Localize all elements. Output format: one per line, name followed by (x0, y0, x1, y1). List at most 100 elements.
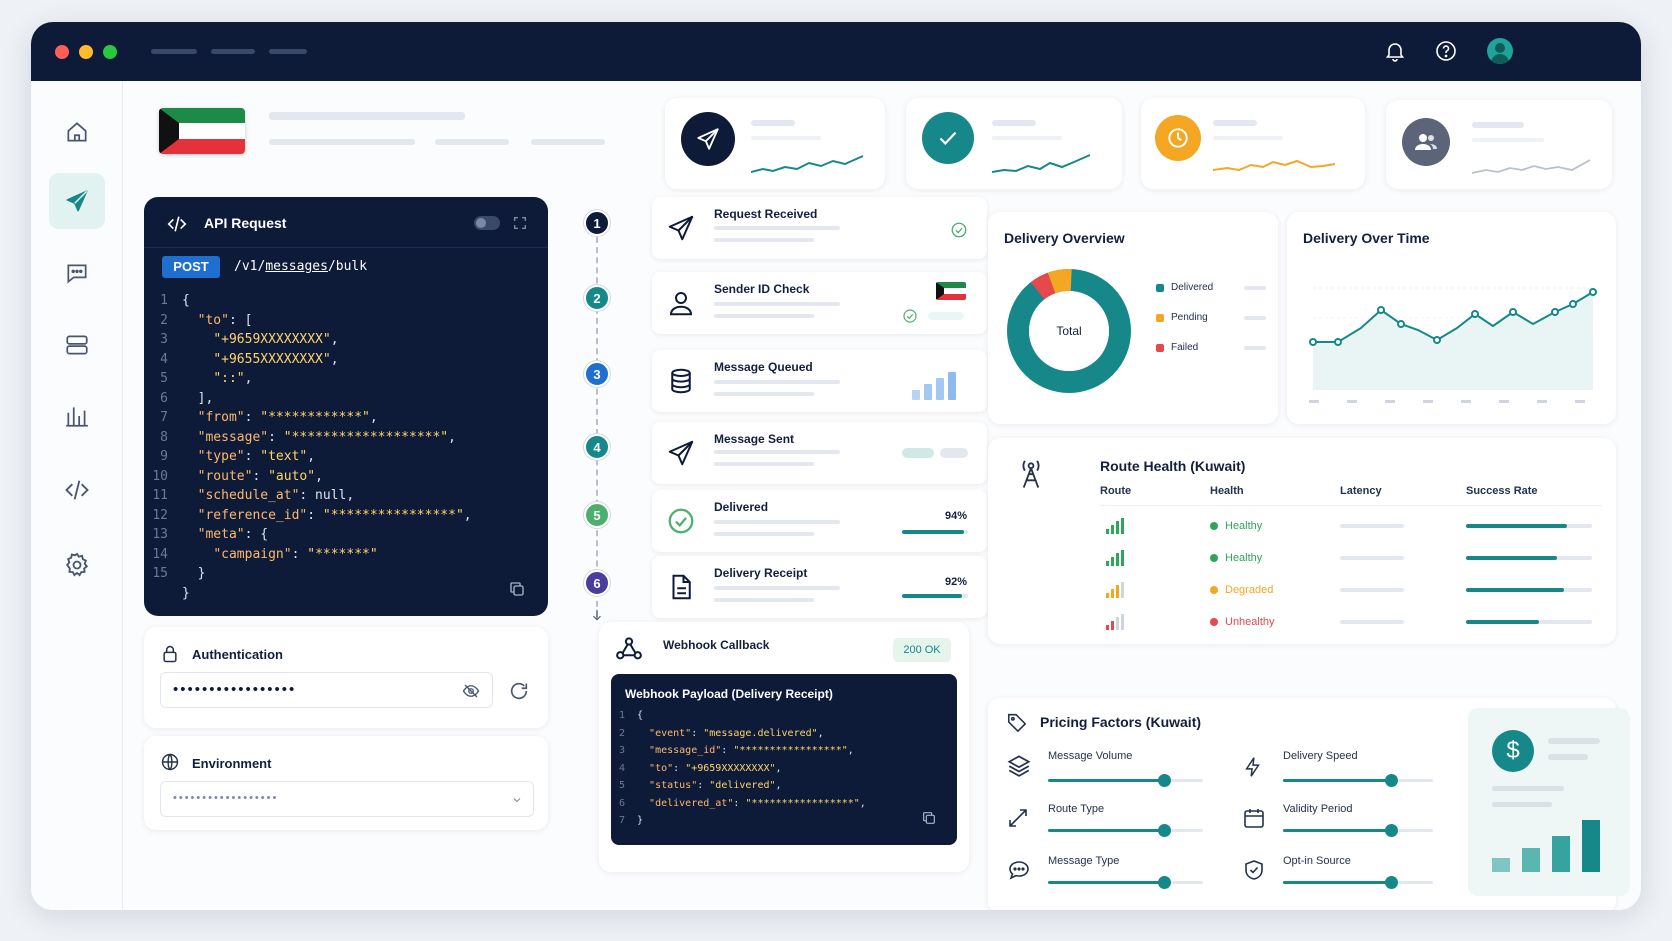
legend-item: Failed (1156, 342, 1266, 353)
copy-icon[interactable] (508, 580, 526, 598)
code-line: } (182, 585, 190, 601)
code-line: 4 "to": "+9659XXXXXXXX", (618, 762, 782, 774)
message-bubble-icon (1009, 861, 1029, 880)
mode-toggle[interactable] (474, 216, 500, 230)
success-rate-bar (1466, 620, 1592, 624)
shield-check-icon (1245, 860, 1263, 880)
sidebar-item-home[interactable] (49, 104, 105, 160)
step-card-delivered[interactable]: Delivered 94% (652, 490, 987, 552)
step-card-request-received[interactable]: Request Received (652, 197, 987, 259)
endpoint-path: /v1/messages/bulk (234, 259, 368, 274)
pricing-factors-title: Pricing Factors (Kuwait) (1040, 714, 1202, 730)
api-key-input[interactable]: ••••••••••••••••• (160, 672, 493, 708)
step-title: Message Sent (714, 432, 795, 446)
sparkline (992, 154, 1091, 173)
kuwait-flag-small (936, 282, 966, 300)
pricing-factors-card: Pricing Factors (Kuwait) Message Volume … (988, 698, 1630, 910)
code-line: 4 "+9655XXXXXXXX", (160, 351, 339, 367)
column-header-route: Route (1100, 485, 1132, 497)
code-line: 7 "from": "************", (160, 410, 378, 425)
sidebar-item-send[interactable] (49, 173, 105, 229)
step-number-badge: 1 (584, 210, 610, 236)
minimize-window-dot[interactable] (79, 45, 93, 59)
factor-label-route-type: Route Type (1048, 803, 1105, 815)
avatar[interactable] (1487, 38, 1513, 64)
opt-in-source-slider[interactable] (1283, 876, 1433, 889)
lock-icon (163, 645, 177, 663)
code-line: 1{ (160, 293, 190, 308)
check-circle-icon (903, 309, 917, 323)
kpi-card-sent[interactable] (665, 98, 885, 189)
code-line: 9 "type": "text", (160, 449, 316, 464)
sidebar (31, 81, 123, 910)
endpoint-link[interactable]: messages (265, 259, 328, 274)
kpi-card-pending[interactable] (1141, 98, 1365, 189)
kpi-card-delivered[interactable] (906, 98, 1122, 189)
sidebar-item-developer[interactable] (49, 462, 105, 518)
message-type-slider[interactable] (1048, 876, 1203, 889)
route-health-title: Route Health (Kuwait) (1100, 458, 1246, 474)
kpi-card-users[interactable] (1386, 100, 1612, 189)
price-bar (1492, 858, 1510, 872)
latency-placeholder (1340, 620, 1404, 624)
message-volume-slider[interactable] (1048, 774, 1203, 787)
api-request-title: API Request (204, 215, 287, 231)
step-card-sender-id-check[interactable]: Sender ID Check (652, 272, 987, 334)
copy-icon[interactable] (921, 810, 937, 826)
webhook-payload-panel: Webhook Payload (Delivery Receipt) 1{2 "… (611, 674, 957, 845)
send-icon (668, 440, 694, 466)
send-icon (668, 215, 694, 241)
close-window-dot[interactable] (55, 45, 69, 59)
signal-icon (1106, 582, 1126, 598)
environment-select[interactable]: •••••••••••••••••• (160, 781, 534, 817)
help-icon[interactable] (1434, 39, 1458, 63)
expand-icon[interactable] (512, 215, 528, 231)
lightning-icon (1245, 757, 1260, 777)
code-line: 13 "meta": { (152, 527, 269, 542)
chevron-down-icon (513, 798, 521, 803)
header-subtitle-placeholder (531, 139, 605, 145)
code-line: 2 "to": [ (160, 312, 253, 328)
resize-arrows-icon (1009, 809, 1027, 827)
sidebar-item-analytics[interactable] (49, 388, 105, 444)
environment-card: Environment •••••••••••••••••• (144, 736, 548, 830)
bell-icon[interactable] (1383, 39, 1407, 63)
tab-placeholder (211, 49, 255, 54)
receipt-progress (902, 594, 968, 598)
delivery-speed-slider[interactable] (1283, 774, 1433, 787)
maximize-window-dot[interactable] (103, 45, 117, 59)
sidebar-item-settings[interactable] (49, 537, 105, 593)
authentication-label: Authentication (192, 647, 283, 662)
chat-icon (67, 264, 87, 284)
eye-off-icon[interactable] (461, 682, 481, 700)
step-card-message-sent[interactable]: Message Sent (652, 422, 987, 484)
step-title: Delivered (714, 500, 769, 514)
send-icon (66, 190, 88, 212)
price-bar (1522, 848, 1540, 872)
database-icon (671, 368, 691, 394)
validity-period-slider[interactable] (1283, 824, 1433, 837)
delivery-over-time-title: Delivery Over Time (1303, 230, 1430, 246)
check-circle-icon (951, 222, 967, 238)
factor-label-opt-in-source: Opt-in Source (1283, 855, 1351, 867)
sidebar-item-servers[interactable] (49, 317, 105, 373)
step-title: Sender ID Check (714, 282, 810, 296)
step-number-badge: 2 (584, 285, 610, 311)
route-type-slider[interactable] (1048, 824, 1203, 837)
app-window: API Request POST /v1/messages/bulk 1{2 "… (31, 22, 1641, 910)
signal-icon (1106, 550, 1126, 566)
step-card-delivery-receipt[interactable]: Delivery Receipt 92% (652, 556, 987, 618)
clock-badge-icon (1155, 115, 1201, 161)
sparkline (1472, 159, 1591, 174)
users-badge-icon (1402, 118, 1450, 166)
latency-placeholder (1340, 524, 1404, 528)
sidebar-item-messages[interactable] (49, 245, 105, 301)
step-card-message-queued[interactable]: Message Queued (652, 350, 987, 412)
webhook-code-block: 1{2 "event": "message.delivered", 3 "mess… (611, 710, 941, 840)
code-line: 15 } (152, 566, 206, 581)
code-line: 5 "::", (160, 371, 253, 386)
column-header-latency: Latency (1340, 485, 1382, 497)
kuwait-flag (159, 108, 245, 154)
code-line: 6 ], (160, 390, 214, 406)
refresh-icon[interactable] (508, 680, 530, 702)
